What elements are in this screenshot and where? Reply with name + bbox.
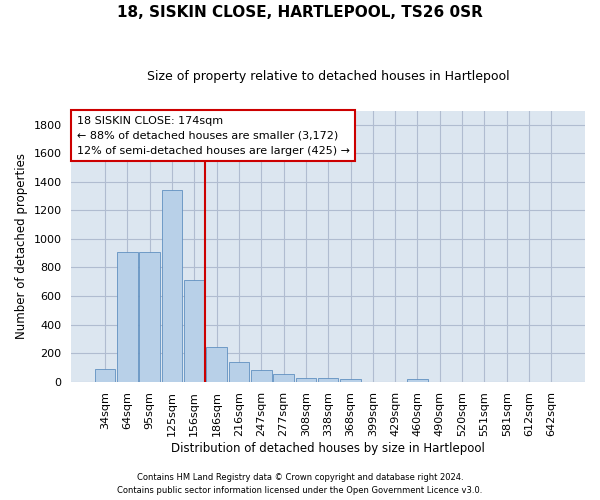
Bar — [296, 378, 316, 382]
Text: 18 SISKIN CLOSE: 174sqm
← 88% of detached houses are smaller (3,172)
12% of semi: 18 SISKIN CLOSE: 174sqm ← 88% of detache… — [77, 116, 350, 156]
Bar — [162, 190, 182, 382]
Bar — [184, 280, 205, 382]
Bar — [251, 370, 272, 382]
Bar — [318, 378, 338, 382]
X-axis label: Distribution of detached houses by size in Hartlepool: Distribution of detached houses by size … — [171, 442, 485, 455]
Y-axis label: Number of detached properties: Number of detached properties — [15, 153, 28, 339]
Bar — [95, 370, 115, 382]
Bar — [139, 252, 160, 382]
Text: Contains HM Land Registry data © Crown copyright and database right 2024.
Contai: Contains HM Land Registry data © Crown c… — [118, 474, 482, 495]
Title: Size of property relative to detached houses in Hartlepool: Size of property relative to detached ho… — [147, 70, 509, 83]
Bar — [206, 346, 227, 382]
Bar — [273, 374, 294, 382]
Bar — [407, 378, 428, 382]
Text: 18, SISKIN CLOSE, HARTLEPOOL, TS26 0SR: 18, SISKIN CLOSE, HARTLEPOOL, TS26 0SR — [117, 5, 483, 20]
Bar — [117, 252, 137, 382]
Bar — [229, 362, 249, 382]
Bar — [340, 380, 361, 382]
